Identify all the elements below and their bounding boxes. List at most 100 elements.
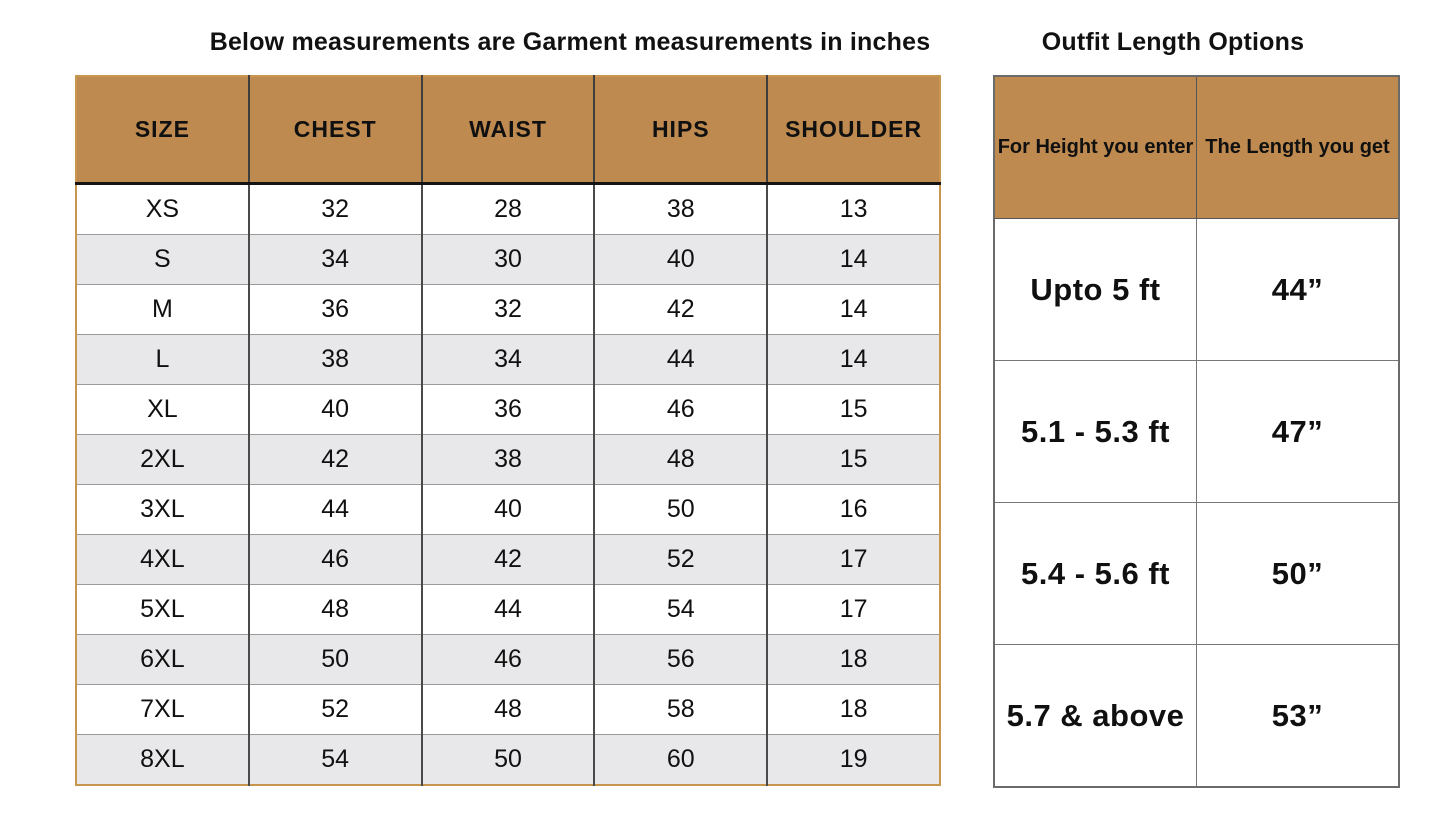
table-cell: 48 <box>594 434 769 485</box>
table-cell: 44 <box>421 584 596 635</box>
header-row: For Height you enter The Length you get <box>993 75 1400 219</box>
table-cell: 38 <box>248 334 423 385</box>
table-cell: 15 <box>767 384 940 435</box>
table-cell: 46 <box>421 634 596 685</box>
table-cell: 47” <box>1196 360 1400 503</box>
table-cell: 40 <box>248 384 423 435</box>
outfit-length-title: Outfit Length Options <box>1041 28 1305 56</box>
table-cell: 38 <box>421 434 596 485</box>
table-cell: 48 <box>421 684 596 735</box>
table-cell: 48 <box>248 584 423 635</box>
column-header: CHEST <box>248 76 423 185</box>
table-cell: 5.1 - 5.3 ft <box>993 360 1197 503</box>
table-row: S 34 30 40 14 <box>76 234 940 285</box>
table-cell: 58 <box>594 684 769 735</box>
table-cell: 2XL <box>76 434 250 485</box>
table-row: M 36 32 42 14 <box>76 284 940 335</box>
table-cell: S <box>76 234 250 285</box>
table-row: 3XL 44 40 50 16 <box>76 484 940 535</box>
table-cell: 5.4 - 5.6 ft <box>993 502 1197 645</box>
table-cell: 7XL <box>76 684 250 735</box>
garment-size-table-body: XS 32 28 38 13 S 34 30 40 14 M 36 32 42 14 L 38 34 44 14 XL 4… <box>76 183 940 785</box>
table-cell: 16 <box>767 484 940 535</box>
garment-size-table-head: SIZE CHEST WAIST HIPS SHOULDER <box>76 76 940 185</box>
outfit-length-table-body: Upto 5 ft 44” 5.1 - 5.3 ft 47” 5.4 - 5.6 ft 5… <box>993 218 1400 788</box>
outfit-length-table: For Height you enter The Length you get U… <box>993 75 1400 788</box>
table-cell: 34 <box>248 234 423 285</box>
table-cell: 5XL <box>76 584 250 635</box>
table-cell: 53” <box>1196 644 1400 788</box>
table-cell: XL <box>76 384 250 435</box>
table-cell: 50 <box>421 734 596 785</box>
header-row: SIZE CHEST WAIST HIPS SHOULDER <box>76 76 940 185</box>
table-cell: 42 <box>421 534 596 585</box>
table-cell: M <box>76 284 250 335</box>
table-row: 4XL 46 42 52 17 <box>76 534 940 585</box>
table-cell: 46 <box>248 534 423 585</box>
table-cell: 15 <box>767 434 940 485</box>
column-header: WAIST <box>421 76 596 185</box>
table-cell: 40 <box>594 234 769 285</box>
column-header: SHOULDER <box>767 76 940 185</box>
table-cell: 54 <box>594 584 769 635</box>
table-cell: 18 <box>767 684 940 735</box>
column-header: SIZE <box>76 76 250 185</box>
table-cell: XS <box>76 183 250 235</box>
table-row: L 38 34 44 14 <box>76 334 940 385</box>
table-cell: 46 <box>594 384 769 435</box>
table-cell: 44 <box>594 334 769 385</box>
table-cell: 8XL <box>76 734 250 785</box>
table-row: 7XL 52 48 58 18 <box>76 684 940 735</box>
table-cell: 50 <box>594 484 769 535</box>
table-cell: 60 <box>594 734 769 785</box>
table-row: Upto 5 ft 44” <box>993 218 1400 361</box>
table-cell: 54 <box>248 734 423 785</box>
table-cell: 52 <box>594 534 769 585</box>
table-cell: 28 <box>421 183 596 235</box>
table-cell: 38 <box>594 183 769 235</box>
table-cell: 14 <box>767 234 940 285</box>
table-cell: 3XL <box>76 484 250 535</box>
table-cell: 44” <box>1196 218 1400 361</box>
table-cell: Upto 5 ft <box>993 218 1197 361</box>
table-cell: 36 <box>421 384 596 435</box>
table-cell: 36 <box>248 284 423 335</box>
column-header: For Height you enter <box>993 75 1197 219</box>
table-row: 8XL 54 50 60 19 <box>76 734 940 785</box>
column-header: The Length you get <box>1196 75 1400 219</box>
table-row: 5.7 & above 53” <box>993 644 1400 788</box>
table-cell: 32 <box>248 183 423 235</box>
table-cell: 40 <box>421 484 596 535</box>
table-cell: 42 <box>594 284 769 335</box>
table-cell: 50 <box>248 634 423 685</box>
table-cell: 13 <box>767 183 940 235</box>
table-cell: 44 <box>248 484 423 535</box>
table-cell: 5.7 & above <box>993 644 1197 788</box>
table-row: XS 32 28 38 13 <box>76 183 940 235</box>
table-cell: 50” <box>1196 502 1400 645</box>
table-cell: 42 <box>248 434 423 485</box>
table-cell: 6XL <box>76 634 250 685</box>
table-cell: 17 <box>767 534 940 585</box>
table-row: 5XL 48 44 54 17 <box>76 584 940 635</box>
table-cell: 32 <box>421 284 596 335</box>
table-row: 2XL 42 38 48 15 <box>76 434 940 485</box>
table-cell: 19 <box>767 734 940 785</box>
table-cell: 14 <box>767 284 940 335</box>
table-row: 5.4 - 5.6 ft 50” <box>993 502 1400 645</box>
table-cell: 34 <box>421 334 596 385</box>
table-cell: L <box>76 334 250 385</box>
outfit-length-table-head: For Height you enter The Length you get <box>993 75 1400 219</box>
table-row: XL 40 36 46 15 <box>76 384 940 435</box>
table-cell: 52 <box>248 684 423 735</box>
column-header: HIPS <box>594 76 769 185</box>
garment-measurements-title: Below measurements are Garment measureme… <box>209 28 931 56</box>
table-cell: 18 <box>767 634 940 685</box>
garment-size-table: SIZE CHEST WAIST HIPS SHOULDER XS 32 28 38 13 S 34… <box>75 75 941 786</box>
table-cell: 14 <box>767 334 940 385</box>
table-cell: 4XL <box>76 534 250 585</box>
table-cell: 30 <box>421 234 596 285</box>
table-cell: 17 <box>767 584 940 635</box>
table-row: 6XL 50 46 56 18 <box>76 634 940 685</box>
table-row: 5.1 - 5.3 ft 47” <box>993 360 1400 503</box>
